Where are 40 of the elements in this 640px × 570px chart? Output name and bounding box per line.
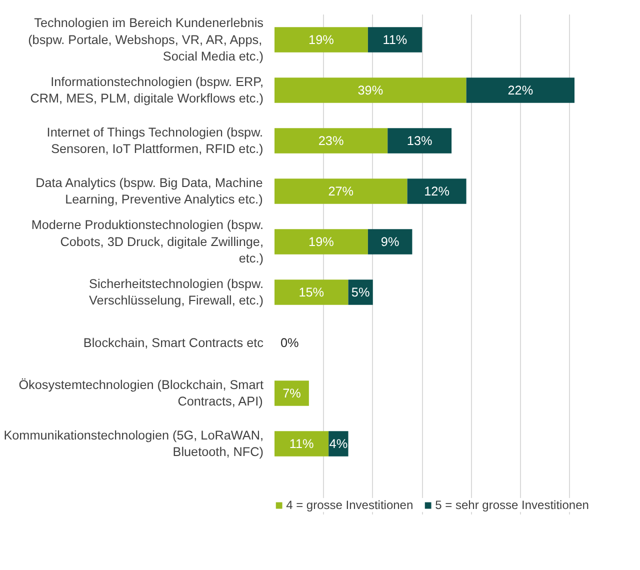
bar	[388, 128, 452, 154]
data-label: 39%	[358, 83, 384, 98]
data-label: 9%	[380, 234, 400, 249]
bar	[274, 27, 368, 52]
y-tick-label: Moderne Produktionstechnologien (bspw. Cobots, 3D Druck, digitale Zwillinge, etc.)	[31, 218, 264, 266]
bar	[274, 280, 348, 305]
data-label: 13%	[406, 134, 432, 148]
data-label: 27%	[328, 184, 354, 198]
data-label: 19%	[308, 32, 334, 47]
data-label: 11%	[382, 32, 408, 47]
data-label: 0%	[280, 336, 299, 350]
y-tick-label: Informationstechnologien (bspw. ERP, CRM, MES, PLM, digitale Workflows etc.)	[30, 74, 264, 106]
y-tick-label: Technologien im Bereich Kundenerlebnis (bspw. Portale, Webshops, VR, AR, Apps, Social Media etc.)	[28, 16, 264, 64]
data-label: 22%	[508, 83, 534, 98]
bar	[466, 78, 574, 103]
bar	[274, 229, 368, 254]
legend-label: 5 = sehr grosse Investitionen	[435, 498, 589, 512]
legend-label: 4 = grosse Investitionen	[286, 498, 414, 512]
bar	[274, 380, 309, 406]
y-tick-label: Ökosystemtechnologien (Blockchain, Smart Contracts, API)	[18, 378, 264, 409]
bar	[274, 128, 388, 154]
data-label: 4%	[329, 436, 348, 451]
data-label: 23%	[318, 134, 344, 148]
y-tick-label: Internet of Things Technologien (bspw. Sensoren, IoT Plattformen, RFID etc.)	[46, 125, 264, 156]
y-tick-label: Sicherheitstechnologien (bspw. Verschlüsselung, Firewall, etc.)	[89, 276, 264, 308]
bar	[407, 178, 466, 204]
data-label: 19%	[308, 234, 334, 249]
bar	[368, 229, 412, 254]
data-label: 12%	[424, 184, 450, 198]
data-label: 7%	[282, 386, 301, 400]
y-tick-label: Kommunikationstechnologien (5G, LoRaWAN, Bluetooth, NFC)	[4, 428, 264, 460]
bar	[274, 431, 329, 456]
data-label: 11%	[289, 436, 314, 451]
y-tick-label: Blockchain, Smart Contracts etc	[83, 336, 264, 350]
bar	[274, 178, 408, 204]
bar	[274, 78, 466, 103]
y-tick-label: Data Analytics (bspw. Big Data, Machine Learning, Preventive Analytics etc.)	[36, 176, 263, 207]
data-label: 5%	[351, 285, 370, 300]
data-label: 15%	[298, 285, 324, 300]
bar	[368, 27, 422, 52]
